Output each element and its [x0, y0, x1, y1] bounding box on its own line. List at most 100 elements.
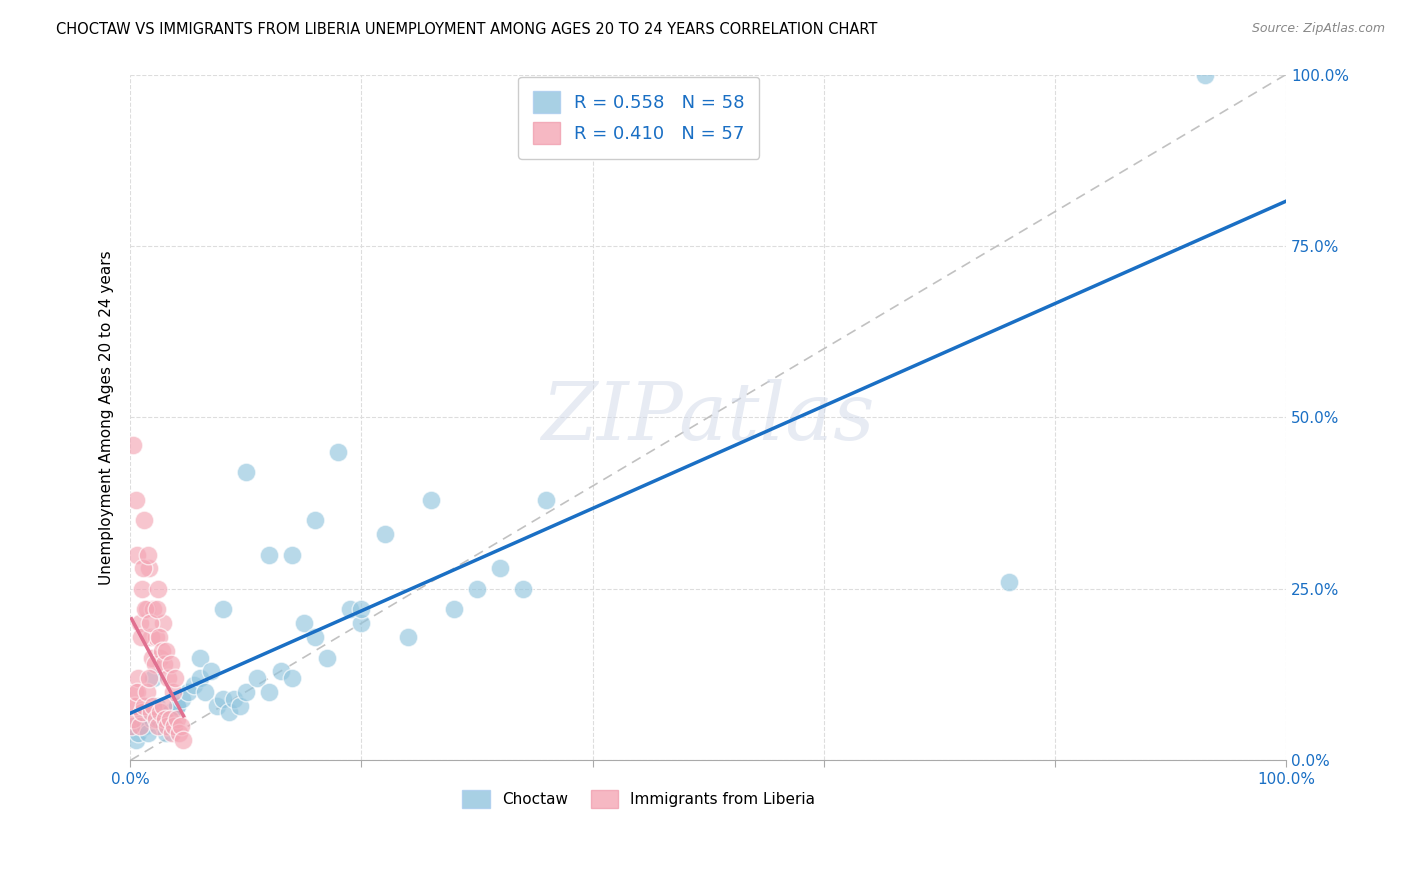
Point [257, 548, 280, 562]
Point [281, 548, 304, 562]
Point [194, 685, 217, 699]
Point [156, 719, 179, 733]
Point [152, 698, 174, 713]
Point [536, 492, 558, 507]
Point [304, 513, 326, 527]
Point [419, 492, 441, 507]
Point [129, 712, 152, 726]
Point [142, 602, 165, 616]
Point [200, 664, 222, 678]
Point [146, 719, 169, 733]
Point [127, 671, 149, 685]
Point [152, 616, 174, 631]
Point [122, 698, 145, 713]
Point [149, 706, 172, 720]
Point [150, 706, 173, 720]
Point [170, 719, 193, 733]
Point [374, 527, 396, 541]
Point [124, 698, 146, 713]
Point [489, 561, 512, 575]
Point [167, 726, 190, 740]
Point [135, 685, 157, 699]
Point [159, 712, 181, 726]
Point [142, 671, 165, 685]
Point [328, 444, 350, 458]
Point [153, 657, 176, 672]
Text: CHOCTAW VS IMMIGRANTS FROM LIBERIA UNEMPLOYMENT AMONG AGES 20 TO 24 YEARS CORREL: CHOCTAW VS IMMIGRANTS FROM LIBERIA UNEMP… [56, 22, 877, 37]
Point [132, 706, 155, 720]
Point [149, 650, 172, 665]
Text: ZIPatlas: ZIPatlas [541, 379, 875, 456]
Point [128, 616, 150, 631]
Point [162, 685, 184, 699]
Point [139, 698, 162, 713]
Point [177, 685, 200, 699]
Point [148, 630, 170, 644]
Point [131, 582, 153, 596]
Point [136, 548, 159, 562]
Point [145, 630, 167, 644]
Point [146, 582, 169, 596]
Point [139, 706, 162, 720]
Point [141, 650, 163, 665]
Point [128, 719, 150, 733]
Point [512, 582, 534, 596]
Point [183, 678, 205, 692]
Point [157, 671, 180, 685]
Y-axis label: Unemployment Among Ages 20 to 24 years: Unemployment Among Ages 20 to 24 years [100, 250, 114, 585]
Point [172, 691, 194, 706]
Point [350, 602, 373, 616]
Point [229, 698, 252, 713]
Point [136, 726, 159, 740]
Point [155, 726, 177, 740]
Point [350, 616, 373, 631]
Point [292, 616, 315, 631]
Point [270, 664, 292, 678]
Point [150, 643, 173, 657]
Point [211, 602, 233, 616]
Point [139, 630, 162, 644]
Point [163, 719, 186, 733]
Point [142, 698, 165, 713]
Point [121, 719, 143, 733]
Point [124, 685, 146, 699]
Point [315, 650, 337, 665]
Point [145, 712, 167, 726]
Point [188, 671, 211, 685]
Point [148, 712, 170, 726]
Point [121, 712, 143, 726]
Point [143, 657, 166, 672]
Legend: Choctaw, Immigrants from Liberia: Choctaw, Immigrants from Liberia [456, 783, 821, 814]
Point [246, 671, 269, 685]
Point [134, 513, 156, 527]
Point [166, 712, 188, 726]
Point [166, 698, 188, 713]
Point [127, 685, 149, 699]
Point [146, 602, 169, 616]
Point [132, 561, 155, 575]
Point [166, 698, 188, 713]
Point [281, 671, 304, 685]
Point [143, 706, 166, 720]
Point [127, 726, 149, 740]
Point [160, 726, 183, 740]
Point [235, 466, 257, 480]
Point [159, 657, 181, 672]
Point [134, 602, 156, 616]
Point [304, 630, 326, 644]
Point [141, 712, 163, 726]
Point [188, 650, 211, 665]
Point [129, 630, 152, 644]
Point [138, 671, 160, 685]
Point [339, 602, 361, 616]
Text: Source: ZipAtlas.com: Source: ZipAtlas.com [1251, 22, 1385, 36]
Point [155, 643, 177, 657]
Point [121, 438, 143, 452]
Point [443, 602, 465, 616]
Point [131, 706, 153, 720]
Point [165, 671, 187, 685]
Point [153, 719, 176, 733]
Point [125, 492, 148, 507]
Point [153, 712, 176, 726]
Point [146, 698, 169, 713]
